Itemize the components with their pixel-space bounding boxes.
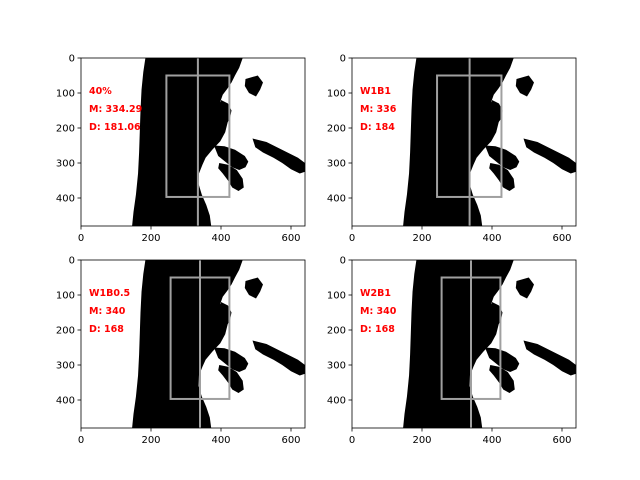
y-tick-label: 100 — [56, 291, 75, 302]
annotation-line-1: W1B1 — [360, 86, 391, 97]
x-tick-label: 600 — [281, 233, 300, 244]
x-tick-label: 0 — [349, 435, 355, 446]
x-tick-label: 400 — [482, 233, 501, 244]
annotation-line-1: W2B1 — [360, 288, 391, 299]
x-tick-label: 400 — [482, 435, 501, 446]
x-tick-label: 0 — [349, 233, 355, 244]
annotation-line-2: M: 340 — [360, 306, 397, 317]
y-tick-label: 0 — [69, 54, 75, 65]
x-tick-label: 600 — [552, 233, 571, 244]
y-tick-label: 300 — [327, 361, 346, 372]
y-tick-label: 100 — [327, 291, 346, 302]
axes-frame — [80, 57, 306, 227]
x-tick-label: 0 — [78, 435, 84, 446]
x-tick-label: 600 — [281, 435, 300, 446]
y-tick-label: 200 — [327, 124, 346, 135]
chart-panel-1: 0 200 400 600 0 100 200 300 400 40% M: 334.29 D: 18… — [56, 54, 306, 244]
annotation-line-2: M: 334.29 — [89, 104, 142, 115]
x-tick-label: 600 — [552, 435, 571, 446]
y-tick-label: 400 — [56, 396, 75, 407]
x-tick-label: 0 — [78, 233, 84, 244]
y-tick-label: 400 — [327, 194, 346, 205]
annotation-line-2: M: 336 — [360, 104, 397, 115]
chart-panel-2: 0 200 400 600 0 100 200 300 400 W1B1 M: 336 D: 184 — [327, 54, 577, 244]
y-tick-label: 400 — [56, 194, 75, 205]
y-tick-label: 0 — [340, 54, 346, 65]
mask-image-1 — [81, 58, 305, 226]
x-tick-label: 200 — [412, 233, 431, 244]
y-tick-label: 0 — [69, 256, 75, 267]
y-tick-label: 200 — [56, 326, 75, 337]
x-tick-label: 400 — [211, 233, 230, 244]
axes-frame — [351, 57, 577, 227]
y-tick-label: 300 — [56, 361, 75, 372]
mask-image-4 — [352, 260, 576, 428]
annotation-line-3: D: 168 — [360, 324, 395, 335]
y-tick-label: 200 — [56, 124, 75, 135]
y-tick-label: 0 — [340, 256, 346, 267]
annotation-line-3: D: 184 — [360, 122, 395, 133]
mask-image-2 — [352, 58, 576, 226]
y-tick-label: 100 — [327, 89, 346, 100]
y-tick-label: 100 — [56, 89, 75, 100]
annotation-line-3: D: 181.06 — [89, 122, 141, 133]
x-tick-label: 200 — [141, 233, 160, 244]
annotation-line-2: M: 340 — [89, 306, 126, 317]
x-tick-label: 200 — [412, 435, 431, 446]
annotation-line-1: 40% — [89, 86, 112, 97]
chart-panel-4: 0 200 400 600 0 100 200 300 400 W2B1 M: 340 D: 168 — [327, 256, 577, 446]
annotation-line-1: W1B0.5 — [89, 288, 130, 299]
x-tick-label: 200 — [141, 435, 160, 446]
y-tick-label: 400 — [327, 396, 346, 407]
axes-frame — [80, 259, 306, 429]
y-tick-label: 300 — [56, 159, 75, 170]
chart-panel-3: 0 200 400 600 0 100 200 300 400 W1B0.5 M: 340 D: 16… — [56, 256, 306, 446]
x-tick-label: 400 — [211, 435, 230, 446]
y-tick-label: 300 — [327, 159, 346, 170]
y-tick-label: 200 — [327, 326, 346, 337]
mask-image-3 — [81, 260, 305, 428]
annotation-line-3: D: 168 — [89, 324, 124, 335]
axes-frame — [351, 259, 577, 429]
